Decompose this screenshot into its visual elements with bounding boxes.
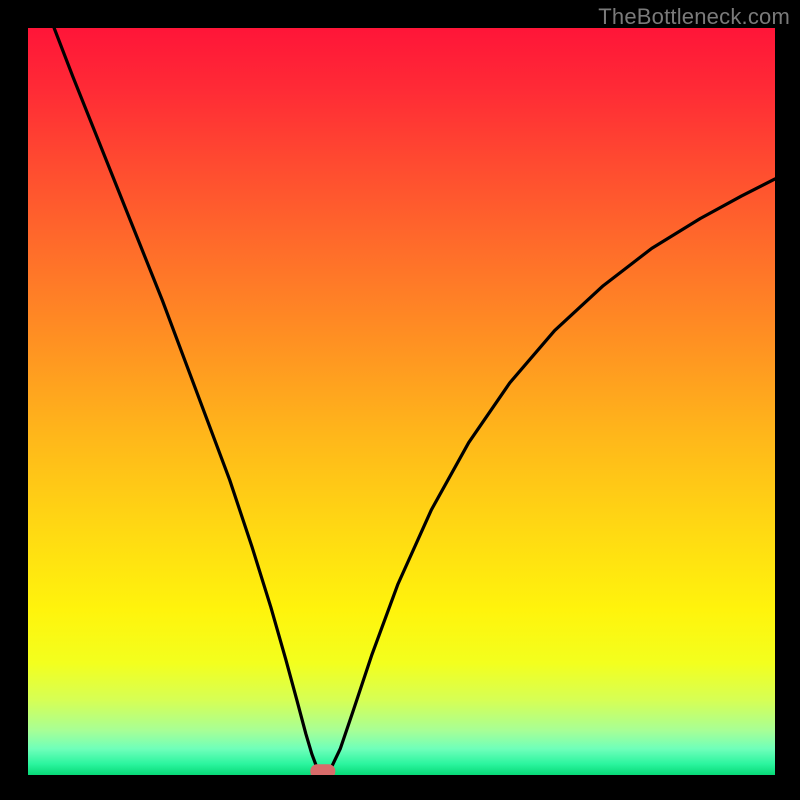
- optimal-point-marker: [310, 765, 335, 775]
- chart-background: [28, 28, 775, 775]
- chart-plot-inner: [28, 28, 775, 775]
- watermark-text: TheBottleneck.com: [598, 4, 790, 30]
- chart-svg: [28, 28, 775, 775]
- chart-plot-area: [28, 28, 775, 775]
